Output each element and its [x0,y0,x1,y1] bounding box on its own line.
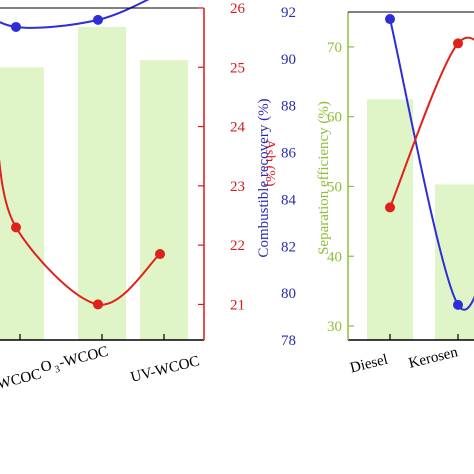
red-point [11,222,21,233]
left-panel: 26 25 24 23 22 21 Ash (%) WCOC O 3 -WCOC UV-W… [0,0,277,393]
right-panel-bars [367,99,474,340]
bar-kerosene [435,184,474,340]
y2-tick-label: 24 [230,120,246,136]
y2-tick-label: 60 [327,110,342,126]
blue-line [0,0,150,29]
right-panel-y2-label: Separation efficiency (%) [316,101,332,255]
red-line [0,158,161,306]
right-panel-lines [385,14,474,311]
y-tick-label: 90 [281,52,296,68]
y2-tick-label: 26 [230,1,246,17]
y-tick-label: 88 [281,99,296,115]
red-point [453,38,463,49]
y2-tick-label: 50 [327,179,342,195]
blue-point [453,299,463,310]
y2-tick-label: 23 [230,179,245,195]
x-tick-label-o3-subscript: 3 [54,364,62,376]
x-tick-label-uv-wcoc: UV-WCOC [129,353,201,386]
y2-tick-label: 40 [327,249,342,265]
left-panel-axes [0,7,205,341]
red-line [389,36,474,208]
bar-uv-wcoc [140,60,188,341]
y-tick-label: 78 [281,333,296,349]
blue-point [11,21,21,32]
red-point [385,202,395,213]
y-tick-label: 80 [281,286,296,302]
x-tick-label-diesel: Diesel [349,352,390,377]
y2-tick-label: 70 [327,40,342,56]
left-panel-lines [0,0,165,310]
x-tick-label-kerosene: Kerosen [407,344,460,372]
bar-o3-wcoc [78,26,126,340]
blue-point [385,14,395,25]
y2-tick-label: 30 [327,319,342,335]
y-tick-label: 86 [281,146,297,162]
left-panel-y2-label: Ash (%) [262,139,277,186]
right-panel-axes [347,11,474,341]
left-panel-right-ticks: 26 25 24 23 22 21 [198,1,246,313]
y2-tick-label: 22 [230,238,245,254]
blue-point [93,14,103,25]
y-tick-label: 92 [281,5,296,21]
blue-line [389,18,474,311]
y-tick-label: 84 [281,192,297,208]
y2-tick-label: 21 [230,297,245,313]
y-tick-label: 82 [281,239,296,255]
y2-tick-label: 25 [230,60,245,76]
right-panel-right-ticks: 70 60 50 40 30 [327,40,354,335]
bar-diesel [367,99,413,340]
right-panel-y-label: Combustible recovery (%) [256,98,272,257]
x-tick-label-wcoc: WCOC [0,366,43,392]
red-point [93,299,103,310]
x-tick-label-o3-prefix: O [39,358,54,376]
right-panel: 92 90 88 86 84 82 80 78 70 60 50 40 30 Combustible … [256,5,474,377]
x-tick-label-o3-suffix: -WCOC [58,344,110,372]
left-panel-bars [0,26,188,341]
red-point [155,249,165,260]
x-tick-label-o3-wcoc: O 3 -WCOC [39,344,110,376]
right-panel-left-ticks: 92 90 88 86 84 82 80 78 [281,5,297,349]
